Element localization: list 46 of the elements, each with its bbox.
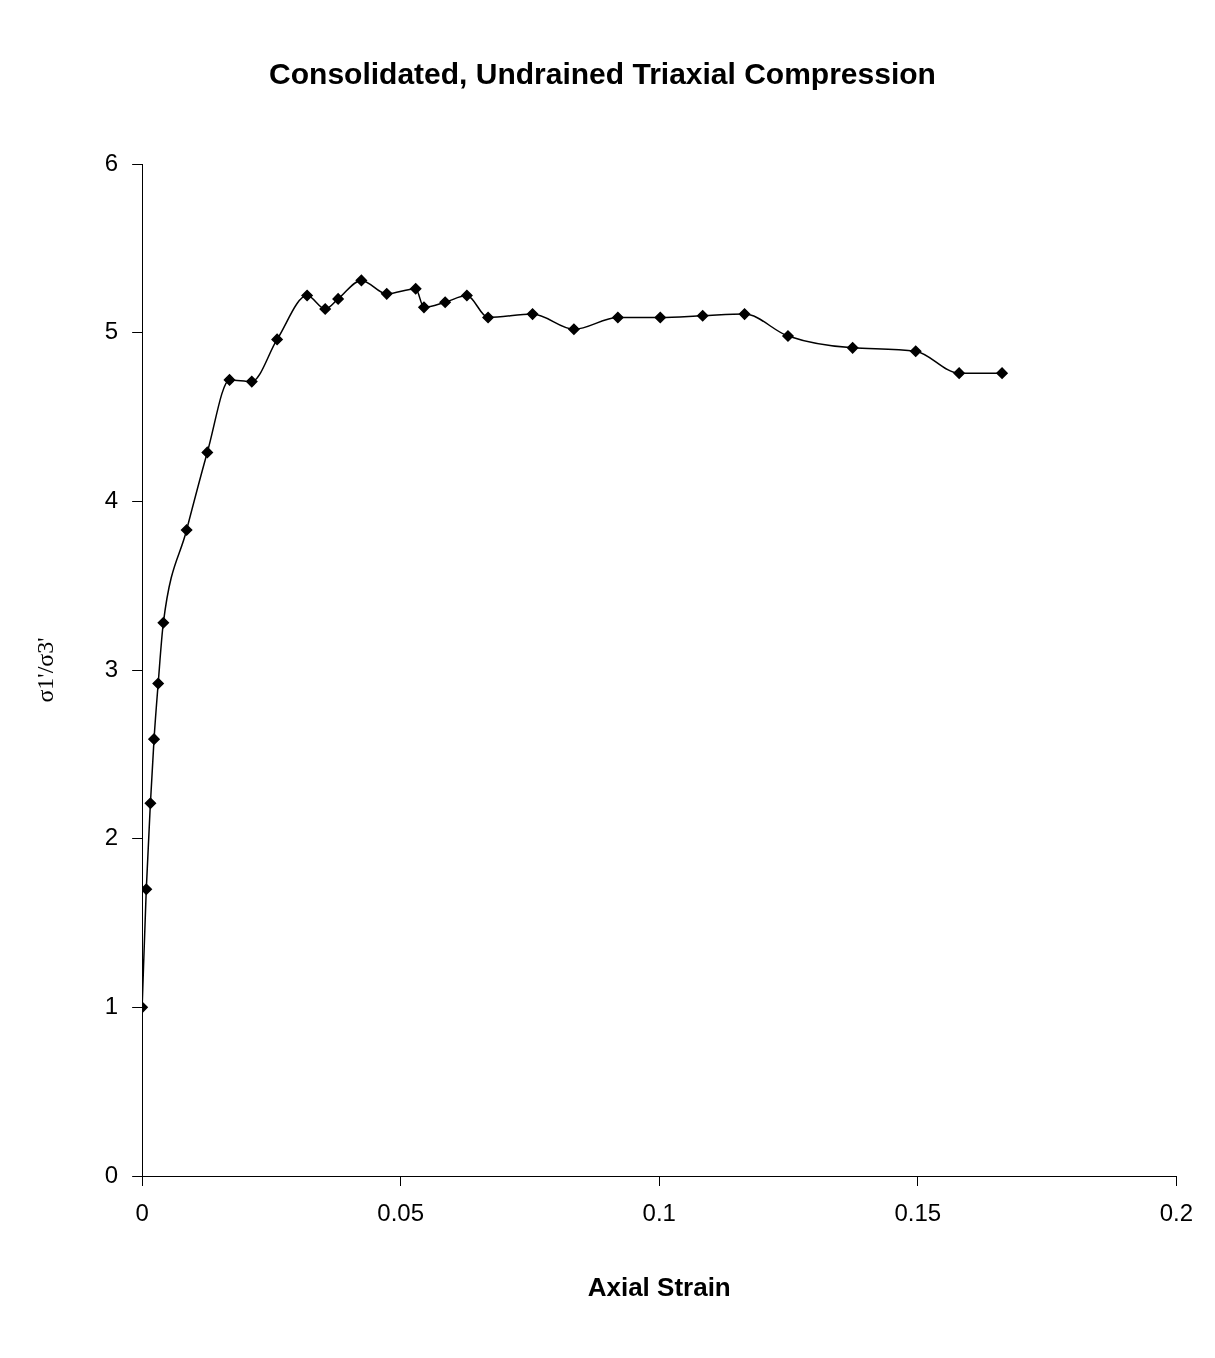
point: [380, 288, 393, 300]
point: [223, 374, 236, 386]
point: [654, 311, 667, 324]
x-tick-label: 0.05: [377, 1199, 425, 1227]
point: [909, 345, 922, 357]
y-tick-label: 4: [104, 485, 119, 513]
point: [782, 330, 794, 342]
point: [142, 883, 153, 896]
point: [332, 293, 344, 305]
x-tick-label: 0.1: [642, 1199, 676, 1227]
y-tick-label: 3: [104, 654, 119, 682]
point: [439, 296, 451, 309]
point: [953, 367, 965, 379]
x-tick-label: 0: [135, 1199, 149, 1227]
point: [152, 677, 164, 690]
point: [148, 733, 160, 745]
x-tick-label: 0.2: [1159, 1199, 1194, 1227]
point: [201, 446, 214, 459]
point: [612, 311, 624, 324]
point: [526, 308, 539, 320]
point: [409, 283, 422, 295]
point: [418, 301, 430, 314]
y-axis-title: σ1'/σ3': [31, 637, 58, 703]
point: [461, 289, 473, 302]
point: [301, 289, 313, 302]
point: [482, 311, 494, 324]
point: [355, 274, 368, 287]
x-tick-label: 0.15: [894, 1199, 942, 1227]
chart-title: Consolidated, Undrained Triaxial Compression: [269, 57, 936, 91]
point: [319, 303, 331, 315]
x-axis-title: Axial Strain: [587, 1271, 731, 1302]
y-tick-label: 1: [104, 991, 119, 1019]
y-tick-label: 0: [104, 1160, 119, 1188]
y-tick-label: 5: [104, 317, 119, 345]
point: [568, 323, 580, 336]
point: [180, 524, 193, 536]
y-tick-label: 2: [104, 823, 119, 851]
point: [738, 308, 751, 320]
point: [246, 375, 258, 388]
y-tick-label: 6: [104, 148, 119, 176]
point: [846, 342, 859, 354]
point: [996, 367, 1008, 379]
point: [696, 310, 709, 322]
point: [144, 797, 157, 809]
point: [157, 617, 170, 629]
point: [271, 333, 283, 346]
